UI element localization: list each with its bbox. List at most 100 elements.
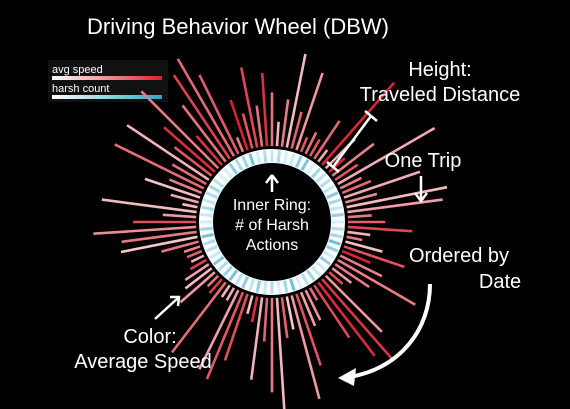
trip-bar — [186, 249, 203, 259]
ring-tick — [248, 278, 255, 291]
trip-bar — [285, 296, 295, 330]
trip-bar — [347, 198, 443, 214]
inner-ring — [199, 149, 345, 295]
ring-tick — [331, 226, 344, 232]
trip-bar — [343, 245, 405, 269]
legend-swatch-harsh — [52, 95, 162, 99]
one-trip-annotation: One Trip — [385, 150, 461, 204]
ring-tick — [200, 226, 213, 232]
ordered-annotation: Ordered by Date — [338, 245, 521, 386]
trip-bar — [345, 192, 378, 204]
trip-bar — [241, 113, 254, 149]
trip-bar — [170, 193, 199, 204]
legend-swatch-speed — [52, 76, 162, 80]
trip-bar — [317, 149, 329, 163]
ring-tick — [222, 167, 233, 179]
ring-tick — [311, 265, 322, 277]
trip-bar — [324, 274, 383, 333]
trip-bar — [290, 295, 321, 400]
trip-bar — [334, 163, 359, 181]
trip-bar — [250, 296, 259, 323]
trip-bar — [239, 67, 259, 148]
trip-bar — [337, 127, 436, 186]
legend: avg speed harsh count — [48, 60, 168, 102]
trip-bar — [345, 240, 383, 253]
ring-tick — [241, 276, 249, 289]
trip-bar — [163, 126, 216, 173]
ring-tick — [295, 276, 303, 289]
trip-bar — [184, 263, 210, 282]
trip-bar — [346, 185, 448, 209]
trip-bar — [205, 291, 245, 380]
trip-bar — [223, 293, 249, 361]
radial-bars — [93, 53, 448, 409]
inner-ring-center — [214, 164, 330, 280]
trip-bar — [346, 235, 363, 242]
trip-bar — [280, 99, 290, 147]
trip-bar — [321, 81, 396, 166]
ring-tick — [234, 158, 244, 171]
trip-bar — [198, 74, 240, 155]
trip-bar — [126, 124, 210, 181]
trip-bar — [299, 136, 309, 153]
ring-tick — [217, 172, 229, 183]
trip-bar — [313, 284, 351, 339]
ring-tick — [255, 280, 261, 293]
height-label-line-1: Height: — [408, 59, 471, 81]
ring-tick — [311, 167, 322, 179]
trip-bar — [260, 72, 269, 147]
ring-tick — [315, 172, 327, 183]
legend-label-speed: avg speed — [52, 64, 103, 76]
trip-bar — [339, 176, 362, 190]
color-label-line-2: Average Speed — [74, 351, 212, 373]
ring-tick — [323, 184, 336, 194]
trip-bar — [93, 225, 197, 236]
trip-bar — [171, 163, 207, 186]
trip-bar — [313, 120, 341, 160]
trip-bar — [343, 170, 421, 199]
inner-ring-label: Inner Ring: # of Harsh Actions — [233, 174, 311, 254]
ring-tick — [212, 256, 225, 266]
curved-arrow-icon — [349, 283, 432, 379]
ring-tick — [234, 273, 244, 286]
curved-arrow-head-icon — [338, 368, 356, 386]
ring-tick — [319, 256, 332, 266]
trip-bar — [304, 131, 318, 155]
ring-tick — [326, 245, 339, 253]
ring-tick — [228, 269, 238, 282]
trip-bar — [144, 177, 201, 199]
inner-ring-band — [199, 149, 345, 295]
trip-bar — [331, 142, 375, 177]
down-arrow-icon — [414, 176, 428, 204]
height-label-line-2: Traveled Distance — [360, 84, 520, 106]
ring-tick — [248, 153, 255, 166]
trip-bar — [198, 289, 240, 370]
trip-bar — [295, 293, 322, 366]
ring-tick — [331, 212, 344, 218]
trip-bar — [206, 274, 220, 288]
trip-bar — [341, 249, 371, 264]
ring-tick — [203, 198, 216, 205]
trip-bar — [275, 297, 286, 409]
ring-tick — [326, 191, 339, 199]
ring-tick — [208, 250, 221, 260]
trip-bar — [308, 287, 319, 301]
ring-tick — [205, 191, 218, 199]
ring-tick — [323, 250, 336, 260]
trip-bar — [140, 90, 220, 170]
trip-bar — [121, 230, 197, 244]
inner-ring-ticks — [200, 150, 344, 294]
trip-bar — [208, 278, 223, 294]
ring-tick — [328, 198, 341, 205]
ring-tick — [212, 178, 225, 188]
ring-tick — [300, 273, 310, 286]
trip-bar — [249, 297, 264, 380]
ring-tick — [208, 184, 221, 194]
ring-tick — [300, 158, 310, 171]
trip-bar — [184, 267, 213, 290]
ring-tick — [283, 151, 289, 164]
trip-bar — [331, 267, 353, 284]
trip-bar — [341, 179, 372, 195]
ring-tick — [319, 178, 332, 188]
